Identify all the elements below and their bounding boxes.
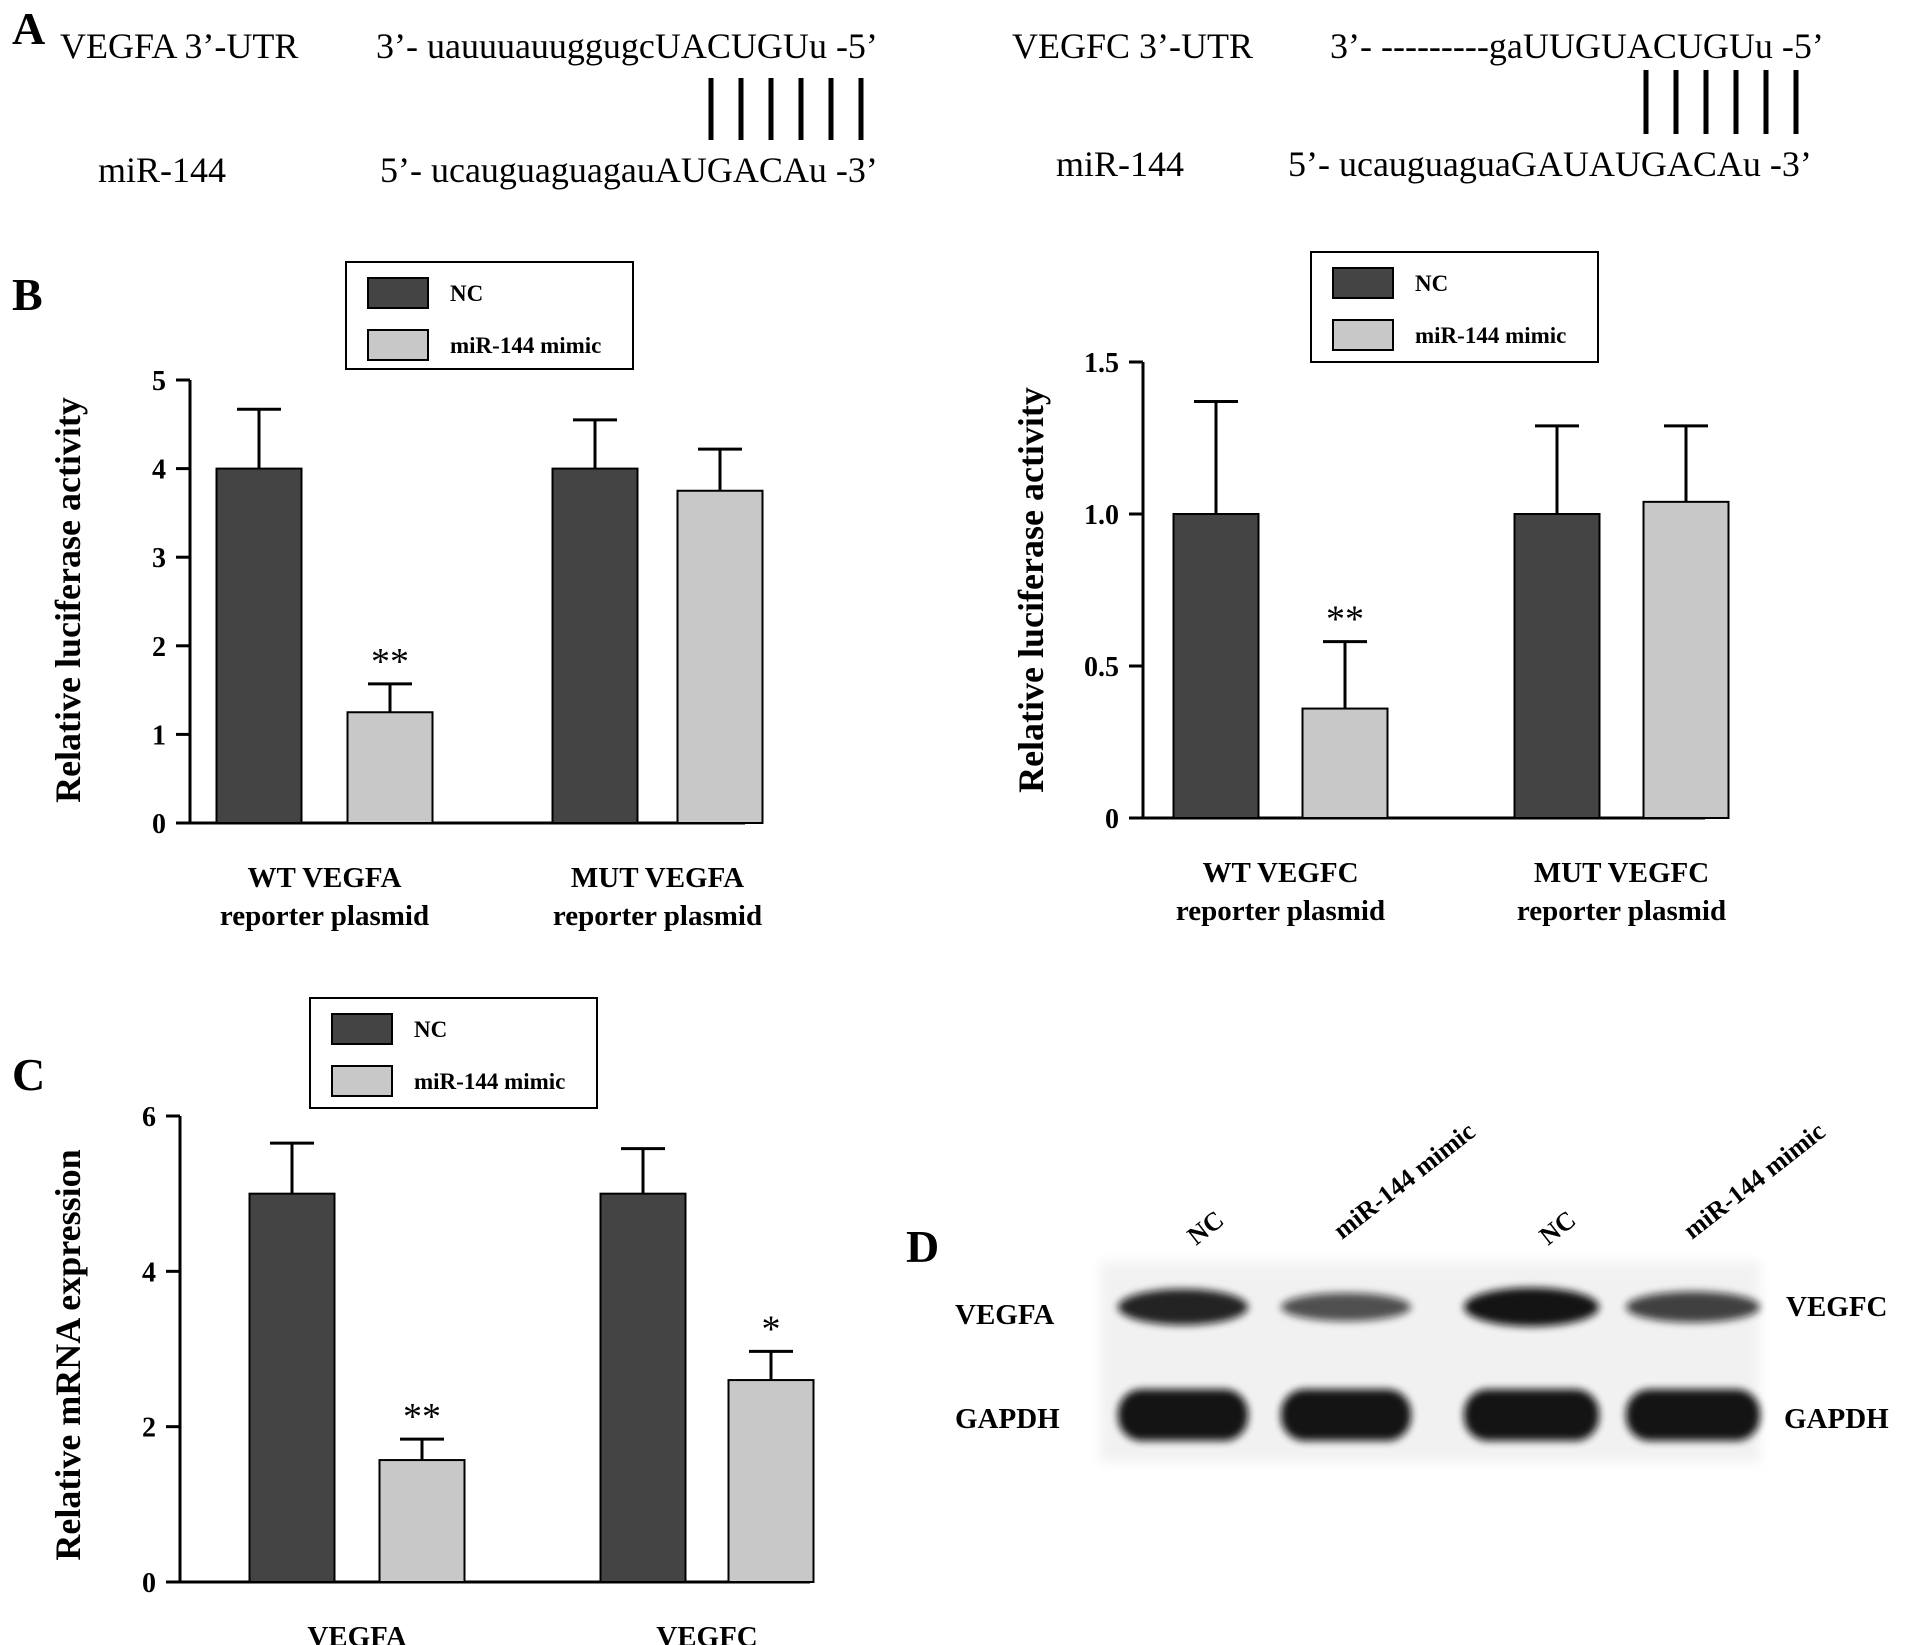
panel-letter: B (12, 269, 43, 320)
x-category-label: reporter plasmid (1176, 895, 1385, 927)
vegfc-mir-label: miR-144 (1056, 144, 1184, 184)
vegfa-mir-label: miR-144 (98, 150, 226, 190)
legend-swatch-nc (331, 1013, 393, 1045)
x-category-label: VEGFA (307, 1621, 406, 1645)
x-category-label: VEGFC (656, 1621, 758, 1645)
vegfa-target-sequence: 3’- uauuuauuggugcUACUGUu -5’ (376, 26, 878, 66)
blot-lane-label: miR-144 mimic (1328, 1117, 1481, 1245)
vegfc-base-pair-lines (1643, 70, 1799, 134)
significance-marker: ** (1326, 599, 1364, 641)
y-tick-label: 2 (142, 1413, 156, 1444)
legend-swatch-nc (367, 277, 429, 309)
significance-marker: * (762, 1308, 781, 1350)
legend-label-nc: NC (450, 281, 483, 306)
legend-label-mimic: miR-144 mimic (450, 333, 601, 358)
bar-nc (1513, 513, 1601, 819)
bar-mimic (1301, 707, 1389, 819)
y-tick-label: 0 (1105, 804, 1119, 835)
y-axis-label: Relative luciferase activity (48, 397, 88, 803)
x-category-label: WT VEGFA (248, 862, 402, 894)
y-tick-label: 5 (152, 366, 166, 397)
legend-swatch-mimic (367, 329, 429, 361)
bar-nc (248, 1192, 336, 1583)
blot-band-gapdh (1626, 1389, 1760, 1441)
blot-bands (1118, 1287, 1760, 1441)
panel-a: A VEGFA 3’-UTR 3’- uauuuauuggugcUACUGUu … (12, 3, 1824, 190)
blot-band-gapdh (1281, 1389, 1411, 1441)
blot-row-label-vegfc: VEGFC (1786, 1291, 1888, 1323)
significance-marker: ** (403, 1396, 441, 1438)
vegfc-target-label: VEGFC 3’-UTR (1012, 26, 1253, 66)
vegfc-mir-sequence: 5’- ucauguaguaGAUAUGACAu -3’ (1288, 144, 1812, 184)
bar-mimic (1642, 500, 1730, 819)
bar-nc (215, 467, 303, 824)
y-tick-label: 0 (152, 809, 166, 840)
y-tick-label: 4 (152, 455, 166, 486)
x-category-label: reporter plasmid (553, 900, 762, 932)
blot-band-vegf (1118, 1288, 1248, 1326)
y-tick-label: 1.0 (1084, 500, 1119, 531)
y-tick-label: 2 (152, 632, 166, 663)
panel-a-letter: A (12, 3, 45, 54)
vegfa-base-pair-lines (708, 78, 864, 140)
bar-nc (599, 1192, 687, 1583)
y-tick-label: 4 (142, 1257, 156, 1288)
y-tick-label: 0.5 (1084, 652, 1119, 683)
y-axis-label: Relative mRNA expression (48, 1149, 88, 1560)
legend-label-mimic: miR-144 mimic (1415, 323, 1566, 348)
x-category-label: reporter plasmid (1517, 895, 1726, 927)
panel-d-letter: D (906, 1221, 939, 1272)
blot-band-vegf (1281, 1292, 1411, 1322)
blot-band-gapdh (1464, 1389, 1599, 1441)
panel-d: D NC miR-144 mimic NC miR-144 mimic VEGFA G… (906, 1117, 1889, 1462)
legend-swatch-mimic (331, 1065, 393, 1097)
bar-mimic (727, 1379, 815, 1583)
significance-marker: ** (371, 641, 409, 683)
y-tick-label: 1.5 (1084, 348, 1119, 379)
blot-lane-label: NC (1182, 1205, 1229, 1251)
x-category-label: MUT VEGFC (1534, 857, 1709, 889)
y-tick-label: 1 (152, 720, 166, 751)
blot-row-label-vegfa: VEGFA (955, 1299, 1054, 1331)
y-tick-label: 0 (142, 1568, 156, 1599)
panel-letter: C (12, 1049, 45, 1100)
blot-lane-labels: NC miR-144 mimic NC miR-144 mimic (1182, 1117, 1831, 1251)
x-category-label: MUT VEGFA (571, 862, 744, 894)
blot-lane-label: miR-144 mimic (1678, 1117, 1831, 1245)
bar-nc (1172, 513, 1260, 819)
legend-label-nc: NC (1415, 271, 1448, 296)
vegfa-mir-sequence: 5’- ucauguaguagauAUGACAu -3’ (380, 150, 878, 190)
chart-b-right: 0 0.5 1.0 1.5 Relative luciferase activity **… (1011, 251, 1730, 927)
x-category-label: WT VEGFC (1202, 857, 1358, 889)
bar-nc (551, 467, 639, 824)
bar-mimic (378, 1459, 466, 1584)
chart-b-left: B 0 1 2 3 4 5 Relative luciferase activity ** WT … (12, 261, 764, 932)
bar-mimic (346, 711, 434, 824)
y-tick-label: 3 (152, 543, 166, 574)
blot-band-gapdh (1118, 1389, 1248, 1441)
legend-label-mimic: miR-144 mimic (414, 1069, 565, 1094)
vegfa-target-label: VEGFA 3’-UTR (60, 26, 298, 66)
blot-band-vegf (1626, 1291, 1760, 1323)
blot-row-label-gapdh-left: GAPDH (955, 1403, 1060, 1435)
legend-swatch-mimic (1332, 319, 1394, 351)
vegfc-target-sequence: 3’- ---------gaUUGUACUGUu -5’ (1330, 26, 1824, 66)
y-tick-label: 6 (142, 1102, 156, 1133)
bar-mimic (676, 489, 764, 824)
x-category-label: reporter plasmid (220, 900, 429, 932)
blot-row-label-gapdh-right: GAPDH (1784, 1403, 1889, 1435)
legend-swatch-nc (1332, 267, 1394, 299)
legend-label-nc: NC (414, 1017, 447, 1042)
y-axis-label: Relative luciferase activity (1011, 387, 1051, 793)
blot-band-vegf (1464, 1287, 1599, 1327)
blot-lane-label: NC (1534, 1205, 1581, 1251)
